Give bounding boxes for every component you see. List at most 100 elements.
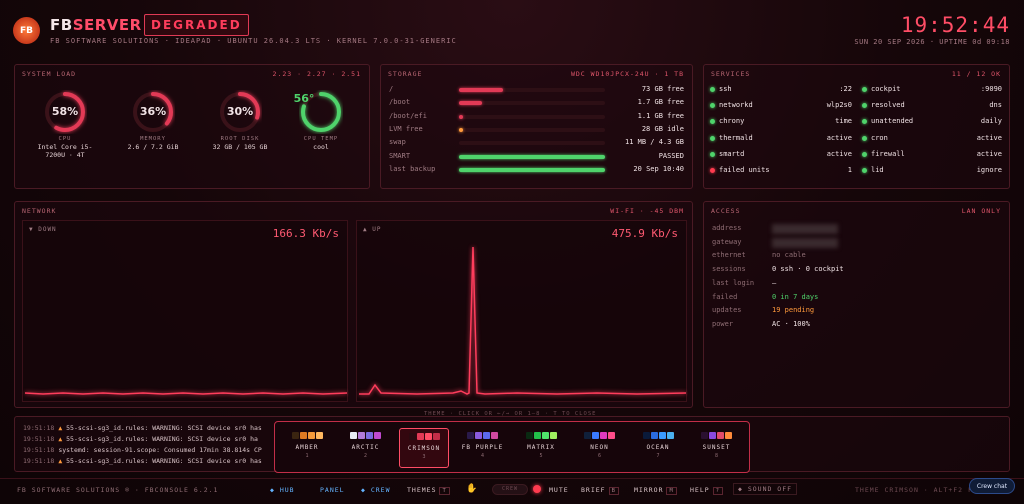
theme-option-amber[interactable]: AMBER 1 xyxy=(282,428,332,468)
theme-option-fb-purple[interactable]: FB PURPLE 4 xyxy=(458,428,508,468)
service-value: wlp2s0 xyxy=(826,101,852,110)
theme-name: ARCTIC xyxy=(351,444,380,451)
gauge-fill xyxy=(133,92,173,132)
mirror-button[interactable]: MIRROR M xyxy=(634,486,677,495)
storage-row: swap 11 MB / 4.3 GB xyxy=(389,137,684,149)
theme-key: 1 xyxy=(305,453,309,459)
theme-swatches xyxy=(400,433,448,440)
theme-option-neon[interactable]: NEON 6 xyxy=(575,428,625,468)
upload-label: ▲ UP xyxy=(363,226,382,233)
storage-row: /boot/efi 1.1 GB free xyxy=(389,111,684,123)
service-firewall: firewall active xyxy=(862,149,1002,161)
status-dot-icon xyxy=(862,87,867,92)
storage-value: 28 GB idle xyxy=(641,124,684,133)
swatch xyxy=(291,432,299,439)
theme-swatches xyxy=(458,432,508,439)
themes-label: THEMES xyxy=(407,486,437,494)
swatch xyxy=(299,432,307,439)
service-smartd: smartd active xyxy=(710,149,852,161)
brief-key: B xyxy=(608,487,619,495)
access-key: sessions xyxy=(712,265,746,274)
service-failed-units: failed units 1 xyxy=(710,165,852,177)
usage-bar xyxy=(459,101,605,106)
disk-model: WDC WD10JPCX-24U · 1 TB xyxy=(570,70,684,78)
help-button[interactable]: HELP? xyxy=(690,486,723,495)
service-cron: cron active xyxy=(862,133,1002,145)
warning-icon: ▲ xyxy=(58,424,67,432)
swatch xyxy=(525,432,533,439)
service-name: failed units xyxy=(719,166,770,174)
themes-button[interactable]: THEMES T xyxy=(407,486,450,495)
redacted-value xyxy=(772,237,838,248)
theme-option-sunset[interactable]: SUNSET 8 xyxy=(692,428,742,468)
status-dot-icon xyxy=(710,119,715,125)
theme-option-crimson[interactable]: CRIMSON 3 xyxy=(399,428,449,468)
theme-option-matrix[interactable]: MATRIX 5 xyxy=(516,428,566,468)
access-key: ethernet xyxy=(712,251,746,260)
swatch xyxy=(642,432,650,439)
theme-name: FB PURPLE xyxy=(461,444,504,451)
footer-bar xyxy=(0,478,1024,504)
app-logo: FB xyxy=(13,17,40,44)
theme-key: 8 xyxy=(714,453,718,459)
swatch xyxy=(467,432,474,439)
theme-name: SUNSET xyxy=(702,444,731,451)
theme-option-arctic[interactable]: ARCTIC 2 xyxy=(341,428,391,468)
theme-option-ocean[interactable]: OCEAN 7 xyxy=(633,428,683,468)
themes-key: T xyxy=(439,487,450,495)
storage-label: / xyxy=(389,85,394,93)
service-name: networkd xyxy=(719,101,753,110)
system-subtitle: FB SOFTWARE SOLUTIONS · IDEAPAD · UBUNTU… xyxy=(50,37,457,45)
service-name: thermald xyxy=(719,133,753,142)
swatch xyxy=(717,432,724,439)
hub-link[interactable]: ◆ HUB xyxy=(270,486,295,494)
storage-label: swap xyxy=(389,138,406,147)
theme-swatches xyxy=(282,432,332,439)
storage-row: SMART PASSED xyxy=(389,151,684,163)
help-key: ? xyxy=(712,487,723,495)
service-value: time xyxy=(835,117,852,126)
crew-toggle[interactable]: CREW xyxy=(492,484,528,495)
access-value: — xyxy=(772,278,777,287)
swatch xyxy=(475,432,482,439)
service-value: active xyxy=(826,149,852,158)
swatch xyxy=(483,432,490,439)
storage-value: 1.7 GB free xyxy=(637,98,684,107)
theme-name: CRIMSON xyxy=(407,445,441,452)
sound-toggle[interactable]: ◆ SOUND OFF xyxy=(733,483,798,495)
gauge-value: 36% xyxy=(139,105,167,118)
service-value: ignore xyxy=(976,166,1002,174)
hand-icon[interactable]: ✋ xyxy=(466,484,479,494)
swatch xyxy=(592,432,599,439)
access-key: updates xyxy=(712,306,742,315)
panel-link[interactable]: PANEL xyxy=(320,486,345,494)
swatch xyxy=(725,432,732,439)
access-key: last login xyxy=(712,278,755,287)
usage-bar-fill xyxy=(459,101,483,106)
panel-title: SERVICES xyxy=(711,70,751,78)
warning-icon: ▲ xyxy=(58,457,67,465)
brief-button[interactable]: BRIEF B xyxy=(581,486,619,495)
access-panel: ACCESS LAN ONLY address gateway ethernet no… xyxy=(703,201,1010,408)
access-value xyxy=(772,237,838,250)
redacted-value xyxy=(772,224,838,234)
gauge-value: 30% xyxy=(226,105,254,118)
storage-label: /boot xyxy=(389,98,411,107)
swatch xyxy=(408,433,416,440)
usage-bar-fill xyxy=(459,167,605,172)
app-title: FBSERVER xyxy=(50,16,142,34)
crew-chat-button[interactable]: Crew chat xyxy=(969,478,1015,494)
theme-name: MATRIX xyxy=(527,444,555,451)
mute-button[interactable]: MUTE xyxy=(549,486,569,494)
theme-key: 2 xyxy=(363,453,367,459)
service-lid: lid ignore xyxy=(862,165,1002,177)
panel-title: ACCESS xyxy=(711,207,741,215)
log-timestamp: 19:51:18 xyxy=(23,435,55,443)
service-value: :22 xyxy=(839,85,852,93)
crew-link[interactable]: ◆ CREW xyxy=(361,486,391,494)
log-text: 55-scsi-sg3_id.rules: WARNING: SCSI devi… xyxy=(66,435,258,443)
services-panel: SERVICES 11 / 12 OK ssh:22 networkd wlp2s0… xyxy=(703,64,1010,189)
download-graph: ▼ DOWN 166.3 Kb/s xyxy=(22,220,348,402)
log-line: 19:51:18 ▲ 55-scsi-sg3_id.rules: WARNING:… xyxy=(23,424,262,432)
storage-panel: STORAGE WDC WD10JPCX-24U · 1 TB / 73 GB f… xyxy=(380,64,693,189)
